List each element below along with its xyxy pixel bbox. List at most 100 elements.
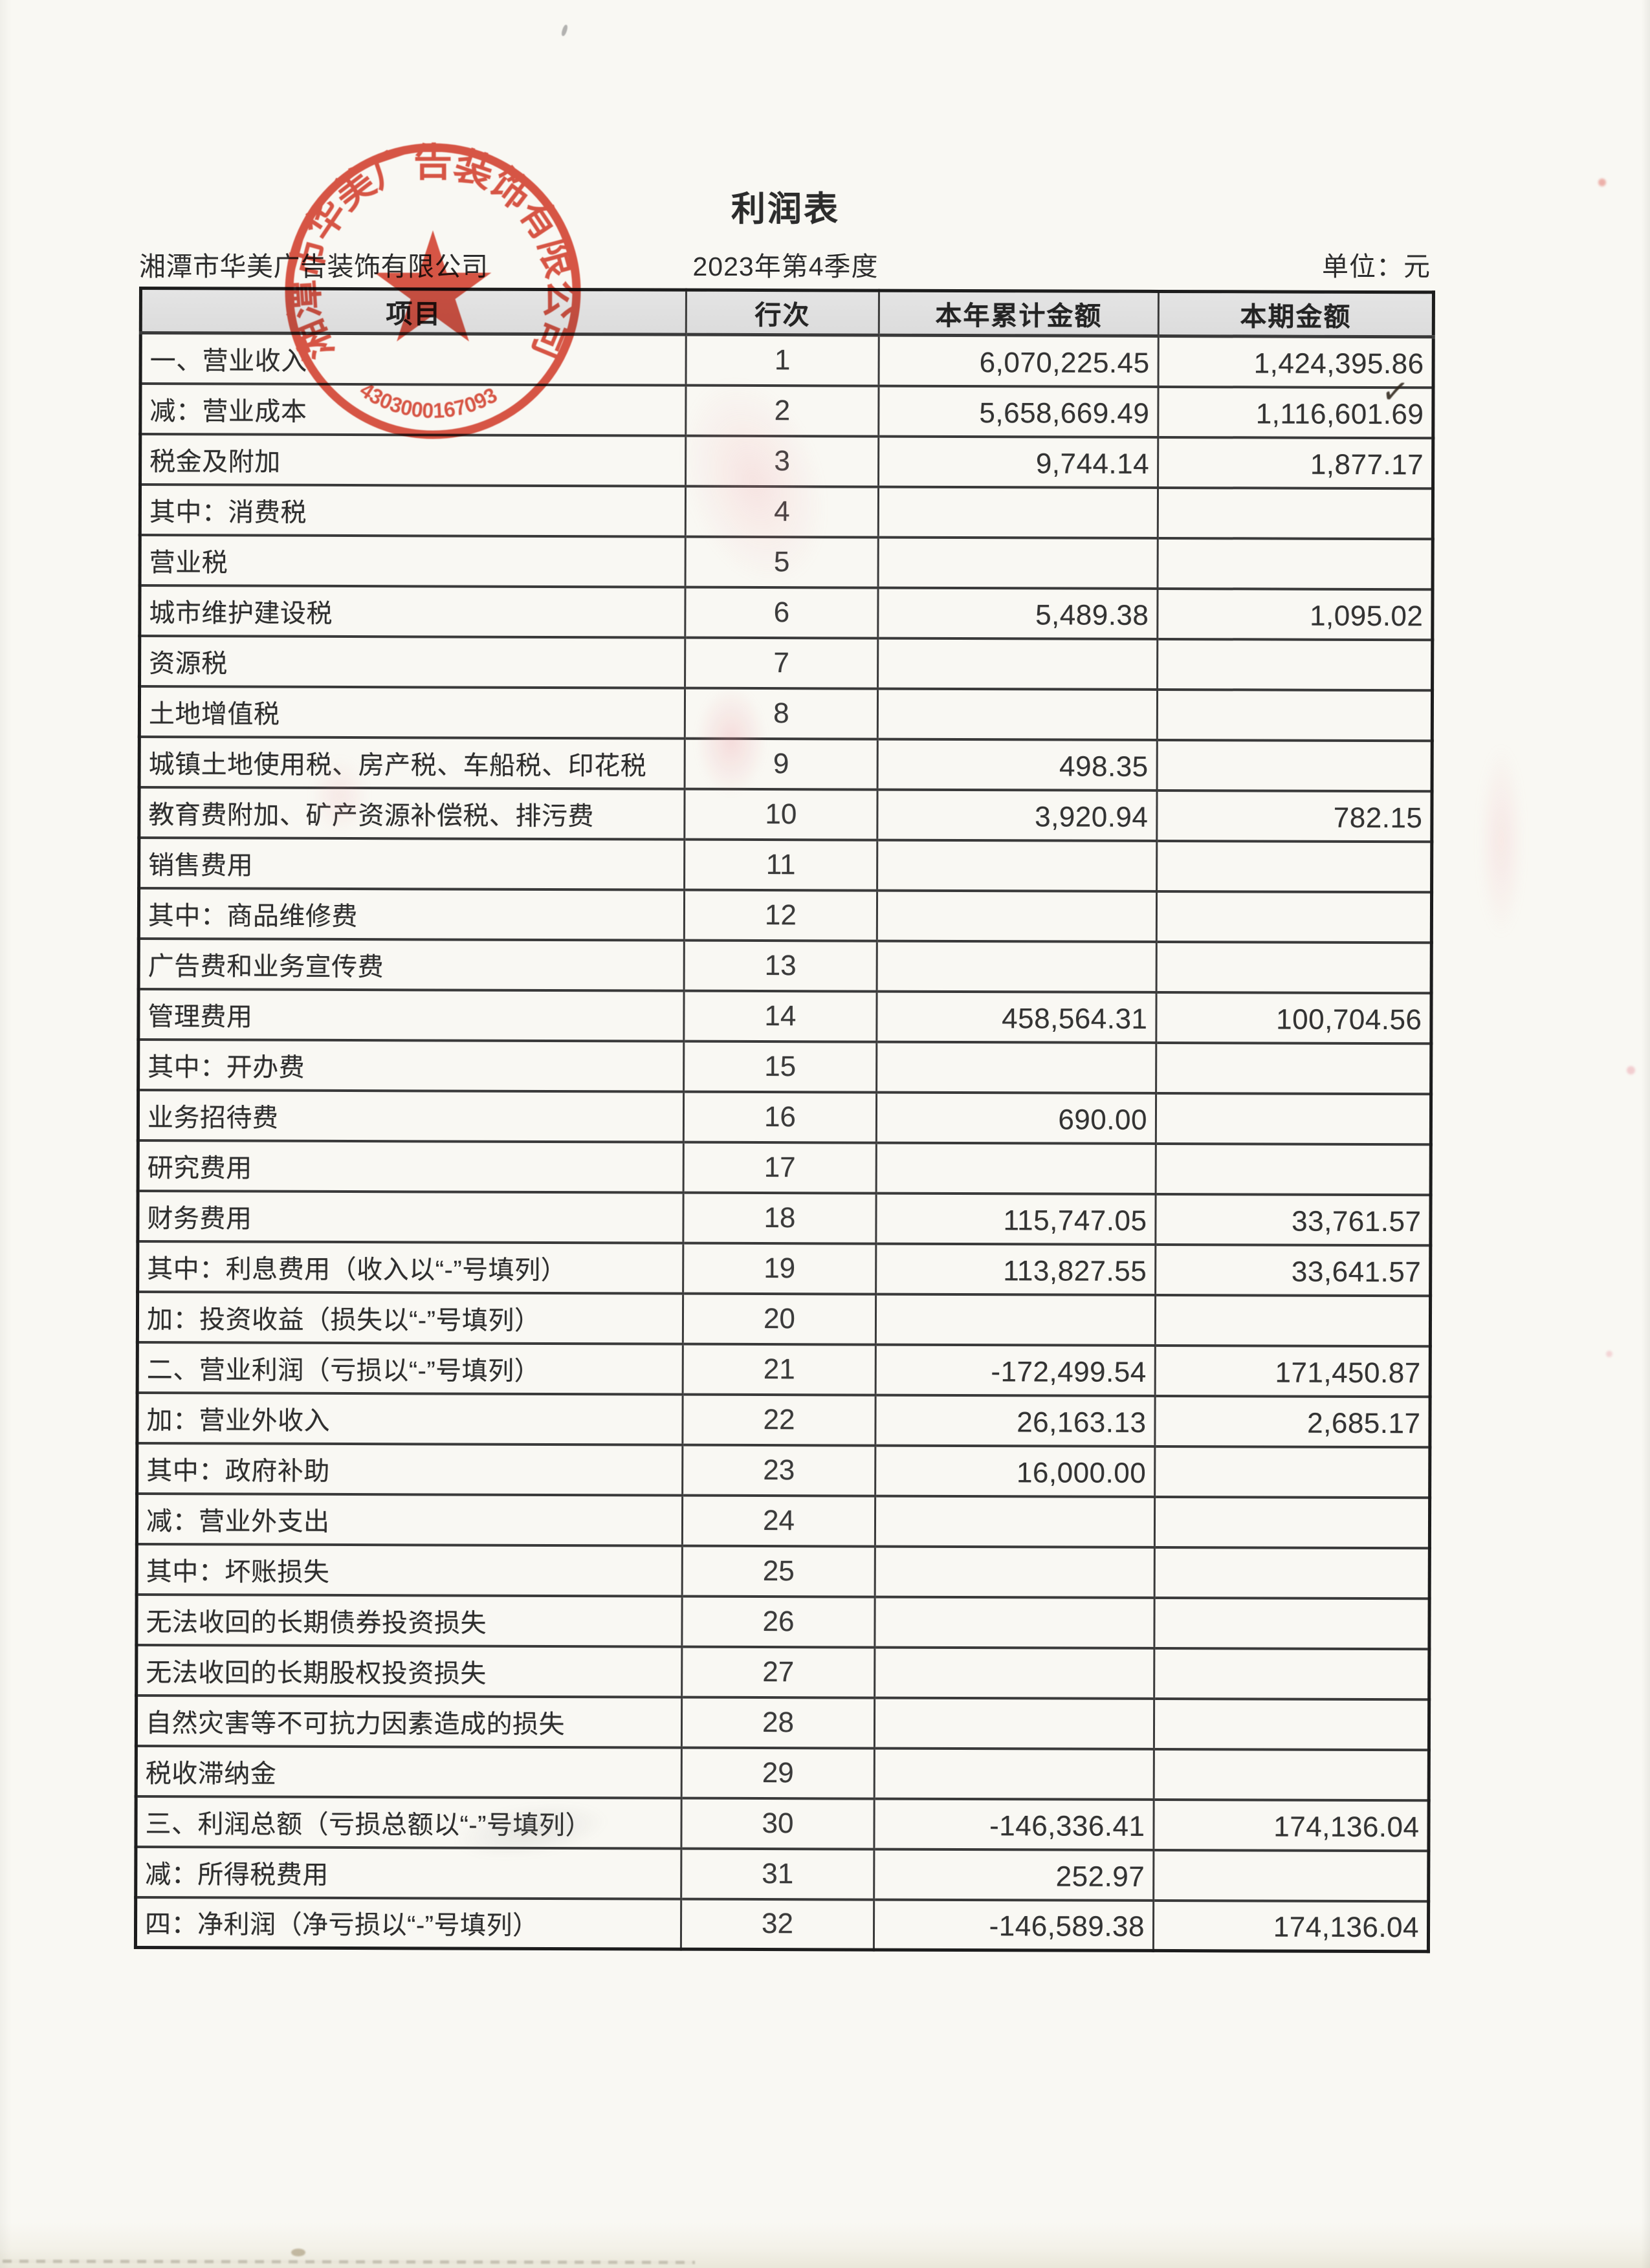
row-item-label: 城市维护建设税 [139, 585, 686, 638]
row-line-number: 30 [681, 1798, 875, 1849]
row-item-label: 其中：坏账损失 [137, 1543, 683, 1597]
row-ytd-amount: 16,000.00 [875, 1445, 1155, 1497]
row-current-amount [1154, 1749, 1429, 1800]
table-row: 其中：开办费 15 [138, 1039, 1431, 1094]
row-line-number: 3 [685, 435, 879, 487]
row-ytd-amount: 498.35 [877, 739, 1158, 791]
row-line-number: 5 [685, 536, 879, 588]
row-ytd-amount: -146,336.41 [874, 1798, 1154, 1850]
row-line-number: 28 [681, 1697, 875, 1749]
row-ytd-amount [878, 486, 1158, 538]
table-row: 管理费用 14 458,564.31 100,704.56 [138, 988, 1432, 1043]
row-line-number: 4 [685, 486, 879, 538]
row-line-number: 12 [684, 889, 877, 941]
table-row: 自然灾害等不可抗力因素造成的损失 28 [136, 1695, 1429, 1750]
row-ytd-amount [877, 688, 1158, 740]
row-current-amount: 1,877.17 [1158, 437, 1433, 488]
income-statement-table-wrap: 项目 行次 本年累计金额 本期金额 一、营业收入 1 6,070,225.45 1,4… [133, 287, 1435, 1954]
row-item-label: 其中：消费税 [140, 484, 686, 537]
table-row: 三、利润总额（亏损总额以“-”号填列） 30 -146,336.41 174,136.… [135, 1796, 1429, 1851]
column-header-ytd: 本年累计金额 [879, 290, 1159, 336]
red-speck-artifact [1598, 179, 1606, 186]
row-current-amount [1153, 1849, 1429, 1901]
table-header-row: 项目 行次 本年累计金额 本期金额 [140, 288, 1434, 337]
table-row: 税收滞纳金 29 [136, 1745, 1429, 1800]
red-speck-artifact [1606, 1351, 1612, 1357]
row-item-label: 四：净利润（净亏损以“-”号填列） [135, 1897, 681, 1950]
row-ytd-amount [877, 941, 1157, 992]
row-ytd-amount [875, 1496, 1155, 1547]
row-current-amount [1156, 1042, 1431, 1094]
row-item-label: 一、营业收入 [140, 333, 687, 386]
table-row: 销售费用 11 [138, 837, 1432, 892]
table-row: 其中：利息费用（收入以“-”号填列） 19 113,827.55 33,641.57 [137, 1241, 1431, 1296]
row-current-amount [1158, 538, 1433, 589]
row-ytd-amount [874, 1697, 1154, 1749]
row-ytd-amount: 113,827.55 [875, 1243, 1156, 1295]
row-ytd-amount [876, 1041, 1156, 1093]
row-line-number: 32 [681, 1899, 874, 1950]
row-current-amount: 171,450.87 [1155, 1345, 1431, 1397]
row-ytd-amount: 252.97 [874, 1849, 1154, 1901]
table-row: 财务费用 18 115,747.05 33,761.57 [137, 1190, 1431, 1245]
row-line-number: 23 [682, 1445, 875, 1496]
row-line-number: 25 [682, 1545, 875, 1597]
row-current-amount [1154, 1648, 1429, 1699]
table-row: 教育费附加、矿产资源补偿税、排污费 10 3,920.94 782.15 [138, 787, 1433, 842]
row-current-amount: 782.15 [1156, 790, 1433, 842]
column-header-current: 本期金额 [1158, 291, 1434, 337]
row-ytd-amount [875, 1294, 1156, 1346]
row-ytd-amount: 26,163.13 [875, 1395, 1156, 1446]
row-ytd-amount [877, 890, 1157, 942]
row-line-number: 21 [683, 1344, 876, 1395]
row-current-amount [1156, 1143, 1431, 1195]
table-row: 税金及附加 3 9,744.14 1,877.17 [140, 433, 1433, 488]
row-current-amount [1156, 941, 1432, 993]
table-row: 无法收回的长期股权投资损失 27 [136, 1644, 1429, 1699]
row-item-label: 三、利润总额（亏损总额以“-”号填列） [135, 1796, 682, 1849]
row-item-label: 其中：商品维修费 [138, 888, 685, 941]
table-row: 研究费用 17 [138, 1140, 1431, 1195]
table-row: 城市维护建设税 6 5,489.38 1,095.02 [139, 585, 1433, 640]
row-ytd-amount [877, 840, 1157, 891]
row-current-amount: 1,424,395.86 [1158, 336, 1434, 387]
row-item-label: 加：营业外收入 [137, 1392, 683, 1445]
row-item-label: 其中：开办费 [138, 1039, 684, 1092]
row-ytd-amount [874, 1597, 1155, 1648]
row-current-amount: 2,685.17 [1154, 1395, 1431, 1447]
row-ytd-amount: -172,499.54 [875, 1344, 1156, 1396]
row-line-number: 17 [683, 1142, 877, 1194]
row-item-label: 管理费用 [138, 988, 685, 1041]
row-item-label: 其中：利息费用（收入以“-”号填列） [137, 1241, 683, 1294]
row-current-amount [1157, 739, 1433, 791]
scan-speck-top [560, 24, 569, 37]
row-line-number: 6 [685, 587, 879, 638]
row-current-amount [1154, 1698, 1429, 1750]
row-item-label: 财务费用 [137, 1190, 684, 1243]
row-current-amount [1156, 1093, 1431, 1144]
row-item-label: 税收滞纳金 [136, 1745, 682, 1798]
row-item-label: 城镇土地使用税、房产税、车船税、印花税 [139, 736, 685, 789]
row-ytd-amount [874, 1647, 1154, 1699]
row-ytd-amount [878, 537, 1158, 589]
table-row: 四：净利润（净亏损以“-”号填列） 32 -146,589.38 174,136.04 [135, 1897, 1429, 1952]
row-item-label: 税金及附加 [140, 433, 686, 486]
row-line-number: 11 [684, 839, 877, 891]
table-row: 其中：坏账损失 25 [137, 1543, 1430, 1598]
row-item-label: 无法收回的长期股权投资损失 [136, 1644, 682, 1697]
row-current-amount [1156, 840, 1432, 892]
table-row: 无法收回的长期债券投资损失 26 [136, 1594, 1430, 1649]
table-row: 一、营业收入 1 6,070,225.45 1,424,395.86 [140, 333, 1434, 387]
row-line-number: 24 [682, 1495, 875, 1547]
row-line-number: 26 [681, 1596, 875, 1648]
income-statement-table: 项目 行次 本年累计金额 本期金额 一、营业收入 1 6,070,225.45 1,4… [133, 287, 1435, 1954]
row-line-number: 27 [681, 1646, 875, 1698]
table-row: 二、营业利润（亏损以“-”号填列） 21 -172,499.54 171,450.87 [137, 1342, 1431, 1397]
row-line-number: 1 [686, 334, 879, 386]
row-line-number: 2 [685, 385, 879, 437]
unit-label: 单位：元 [1322, 252, 1431, 281]
row-line-number: 8 [685, 688, 878, 739]
table-row: 加：投资收益（损失以“-”号填列） 20 [137, 1291, 1431, 1346]
row-ytd-amount: 5,489.38 [877, 587, 1158, 639]
report-info-line: 湘潭市华美广告装饰有限公司 2023年第4季度 单位：元 [139, 245, 1432, 281]
